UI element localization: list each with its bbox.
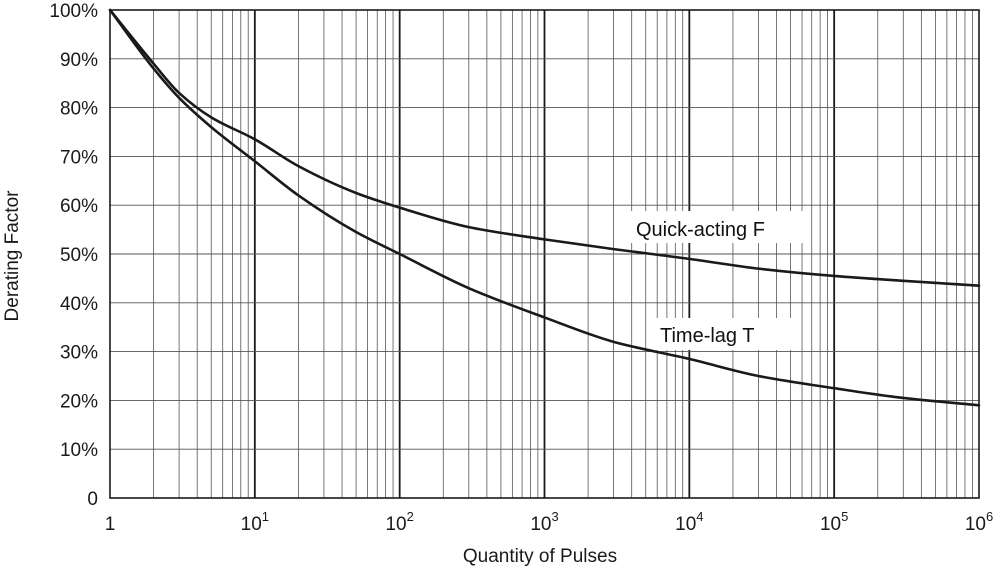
y-tick-label: 90% [60,50,98,71]
y-tick-label: 100% [49,1,98,22]
x-tick-label: 102 [385,509,413,535]
y-tick-label: 50% [60,245,98,266]
y-tick-labels: 0 10% 20% 30% 40% 50% 60% 70% 80% 90% 100% [49,1,98,510]
x-tick-label: 1 [105,514,116,535]
y-tick-label: 0 [87,489,98,510]
x-axis-label: Quantity of Pulses [463,546,617,567]
series-line-time-lag [108,8,981,407]
time-lag-label-bg [655,318,795,350]
x-tick-label: 106 [965,509,993,535]
y-axis-label: Derating Factor [2,190,23,322]
plot-frame [109,9,980,499]
y-tick-label: 70% [60,147,98,168]
y-tick-label: 10% [60,440,98,461]
series-label-time-lag: Time-lag T [660,325,754,347]
quick-acting-label-bg [630,211,808,243]
series-line-quick-acting [108,8,981,288]
x-tick-label: 105 [820,509,848,535]
x-tick-labels: 1 101 102 103 104 105 106 [105,509,993,535]
series-label-quick-acting: Quick-acting F [636,219,765,241]
y-tick-label: 40% [60,294,98,315]
y-tick-label: 80% [60,99,98,120]
y-tick-label: 20% [60,391,98,412]
x-tick-label: 104 [675,509,703,535]
grid [109,9,980,499]
y-tick-label: 60% [60,196,98,217]
x-tick-label: 103 [530,509,558,535]
x-tick-label: 101 [241,509,269,535]
y-tick-label: 30% [60,343,98,364]
curves [108,8,981,407]
